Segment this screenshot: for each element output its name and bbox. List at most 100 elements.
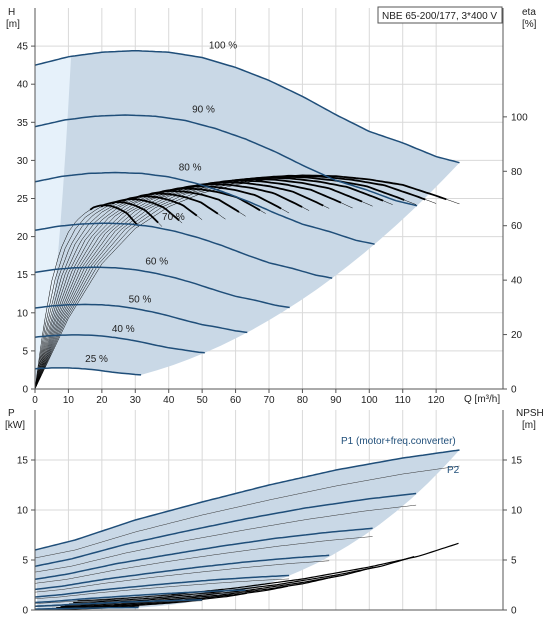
power-speed-curves <box>34 449 460 610</box>
eta-axis-unit: [%] <box>522 19 537 30</box>
eta-tick-label: 100 <box>511 112 528 123</box>
flow-tick-label: 70 <box>263 395 275 406</box>
p2-curve <box>34 578 290 600</box>
flow-axis-title: Q [m³/h] <box>464 394 500 405</box>
power-axis-unit: [kW] <box>5 420 25 431</box>
head-tick-label: 35 <box>17 118 29 129</box>
head-chart-panel: 0 5 10 15 20 25 30 35 40 45 0 20 40 60 80 100 0 10 20 30 40 5… <box>6 6 537 406</box>
head-speed-curve <box>34 222 333 279</box>
efficiency-curve-operating <box>89 204 138 226</box>
power-axes <box>31 410 507 611</box>
head-axis-unit: [m] <box>6 19 20 30</box>
npsh-tick-label: 0 <box>511 606 517 617</box>
flow-tick-label: 0 <box>32 395 38 406</box>
head-tick-label: 45 <box>17 42 29 53</box>
flow-tick-label: 40 <box>163 395 175 406</box>
power-tick-labels: 0 5 10 15 0 5 10 15 <box>17 456 523 617</box>
flow-tick-label: 30 <box>130 395 142 406</box>
head-axis-symbol: H <box>8 7 15 18</box>
head-tick-label: 40 <box>17 80 29 91</box>
flow-tick-label: 120 <box>428 395 445 406</box>
p1-curve <box>34 449 460 551</box>
npsh-curve <box>73 556 415 604</box>
speed-curve-label: 60 % <box>145 256 168 267</box>
model-title-box <box>377 6 503 24</box>
power-chart-panel: 0 5 10 15 0 5 10 15 P [kW] NPSH [m] P1 (motor+f… <box>5 408 544 617</box>
head-speed-curve <box>34 171 375 245</box>
flow-tick-label: 100 <box>361 395 378 406</box>
head-tick-labels: 0 5 10 15 20 25 30 35 40 45 0 20 40 60 80 100 0 10 20 30 40 5… <box>17 42 528 406</box>
p1-curve <box>34 554 330 591</box>
npsh-curve <box>56 592 247 609</box>
efficiency-curve-operating <box>133 192 219 215</box>
eta-tick-label: 20 <box>511 330 523 341</box>
efficiency-curve-operating <box>156 187 261 212</box>
speed-curve-label: 90 % <box>192 105 215 116</box>
eta-axis-symbol: eta <box>522 7 536 18</box>
head-speed-curve <box>34 334 205 354</box>
power-tick-label: 0 <box>22 606 28 617</box>
head-tick-label: 20 <box>17 232 29 243</box>
efficiency-curve-operating <box>122 195 198 217</box>
power-tick-label: 5 <box>22 556 28 567</box>
flow-tick-label: 50 <box>197 395 209 406</box>
p2-curve <box>34 504 417 573</box>
speed-curve-label: 70 % <box>162 212 185 223</box>
npsh-axis-symbol: NPSH <box>516 408 544 419</box>
npsh-curves <box>45 542 459 610</box>
head-tick-label: 15 <box>17 270 29 281</box>
flow-tick-label: 110 <box>395 395 411 406</box>
head-tick-label: 0 <box>22 385 28 396</box>
operating-region-area <box>35 50 460 389</box>
power-tick-label: 15 <box>17 456 29 467</box>
p1-series-label: P1 (motor+freq.converter) <box>341 436 456 447</box>
head-speed-curve <box>34 114 418 207</box>
efficiency-curve-operating <box>100 201 159 224</box>
speed-curve-labels: 100 % 90 % 80 % 70 % 60 % 50 % 40 % 25 % <box>85 41 237 365</box>
flow-tick-label: 90 <box>330 395 342 406</box>
head-tick-label: 30 <box>17 156 29 167</box>
p1-curve <box>34 574 290 598</box>
npsh-tick-label: 10 <box>511 506 523 517</box>
eta-tick-label: 80 <box>511 167 523 178</box>
efficiency-curve-operating <box>145 189 240 213</box>
p2-curve <box>34 591 246 604</box>
p2-curve <box>34 560 330 593</box>
flow-tick-label: 60 <box>230 395 242 406</box>
p1-curve <box>34 606 139 610</box>
p1-curve <box>34 492 417 568</box>
efficiency-curve-operating <box>167 185 282 210</box>
head-tick-label: 25 <box>17 194 29 205</box>
speed-curve-label: 25 % <box>85 354 108 365</box>
head-operating-region <box>35 50 460 389</box>
speed-curve-label: 80 % <box>179 163 202 174</box>
p2-curve <box>34 536 373 584</box>
low-flow-region-area <box>35 55 76 369</box>
power-tick-label: 10 <box>17 506 29 517</box>
model-title: NBE 65-200/177, 3*400 V <box>382 11 497 22</box>
head-tick-label: 10 <box>17 308 29 319</box>
eta-tick-label: 60 <box>511 221 523 232</box>
efficiency-curve-operating <box>111 198 180 222</box>
head-axes <box>31 8 507 393</box>
head-speed-curves <box>34 49 460 376</box>
speed-curve-label: 50 % <box>129 294 152 305</box>
head-tick-label: 5 <box>22 346 28 357</box>
eta-tick-label: 0 <box>511 385 517 396</box>
npsh-tick-label: 15 <box>511 456 523 467</box>
p2-curve <box>34 465 460 559</box>
npsh-tick-label: 5 <box>511 556 517 567</box>
efficiency-curve-operating <box>178 183 303 208</box>
eta-tick-label: 40 <box>511 276 523 287</box>
p1-curve <box>34 599 203 607</box>
npsh-axis-unit: [m] <box>522 420 536 431</box>
p2-series-label: P2 <box>447 465 460 476</box>
power-axis-symbol: P <box>8 408 15 419</box>
speed-curve-label: 100 % <box>209 41 237 52</box>
head-speed-curve <box>34 303 248 334</box>
p1-curve <box>34 589 246 604</box>
speed-curve-label: 40 % <box>112 324 135 335</box>
flow-tick-label: 10 <box>63 395 75 406</box>
flow-tick-label: 20 <box>96 395 108 406</box>
